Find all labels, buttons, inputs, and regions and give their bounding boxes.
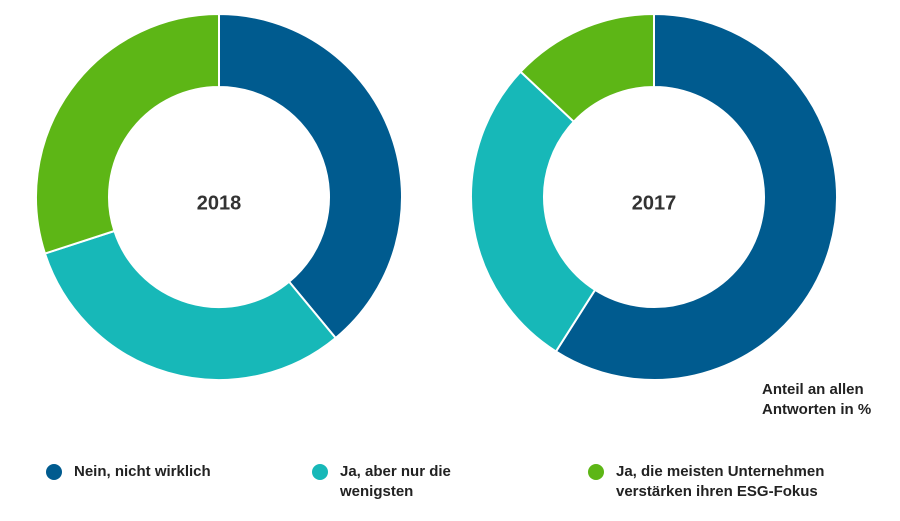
legend-item-ja-meiste: Ja, die meisten Unternehmen verstärken i… [588,462,896,502]
center-label-2017: 2017 [632,192,677,214]
legend-label: Ja, aber nur die wenigsten [340,463,451,500]
donut-slice-2017-1 [470,70,597,353]
chart-note: Anteil an allen Antworten in % [762,381,872,418]
legend-label: Nein, nicht wirklich [74,463,211,480]
donut-chart-2018 [35,12,403,381]
donut-slice-2018-2 [35,12,220,255]
donut-slice-2018-0 [218,12,403,340]
legend-swatch-icon [588,464,604,480]
legend-swatch-icon [46,464,62,480]
legend-label: Ja, die meisten Unternehmen verstärken i… [616,463,825,500]
donut-slice-2017-0 [554,12,838,381]
donut-slice-2017-2 [519,12,655,124]
donut-slice-2018-1 [43,229,338,381]
donut-chart-2017 [470,12,838,381]
center-label-2018: 2018 [197,192,242,214]
legend-item-ja-wenigste: Ja, aber nur die wenigsten [312,462,510,502]
legend-swatch-icon [312,464,328,480]
legend-item-nein: Nein, nicht wirklich [46,462,211,482]
legend: Nein, nicht wirklich Ja, aber nur die we… [0,462,900,512]
